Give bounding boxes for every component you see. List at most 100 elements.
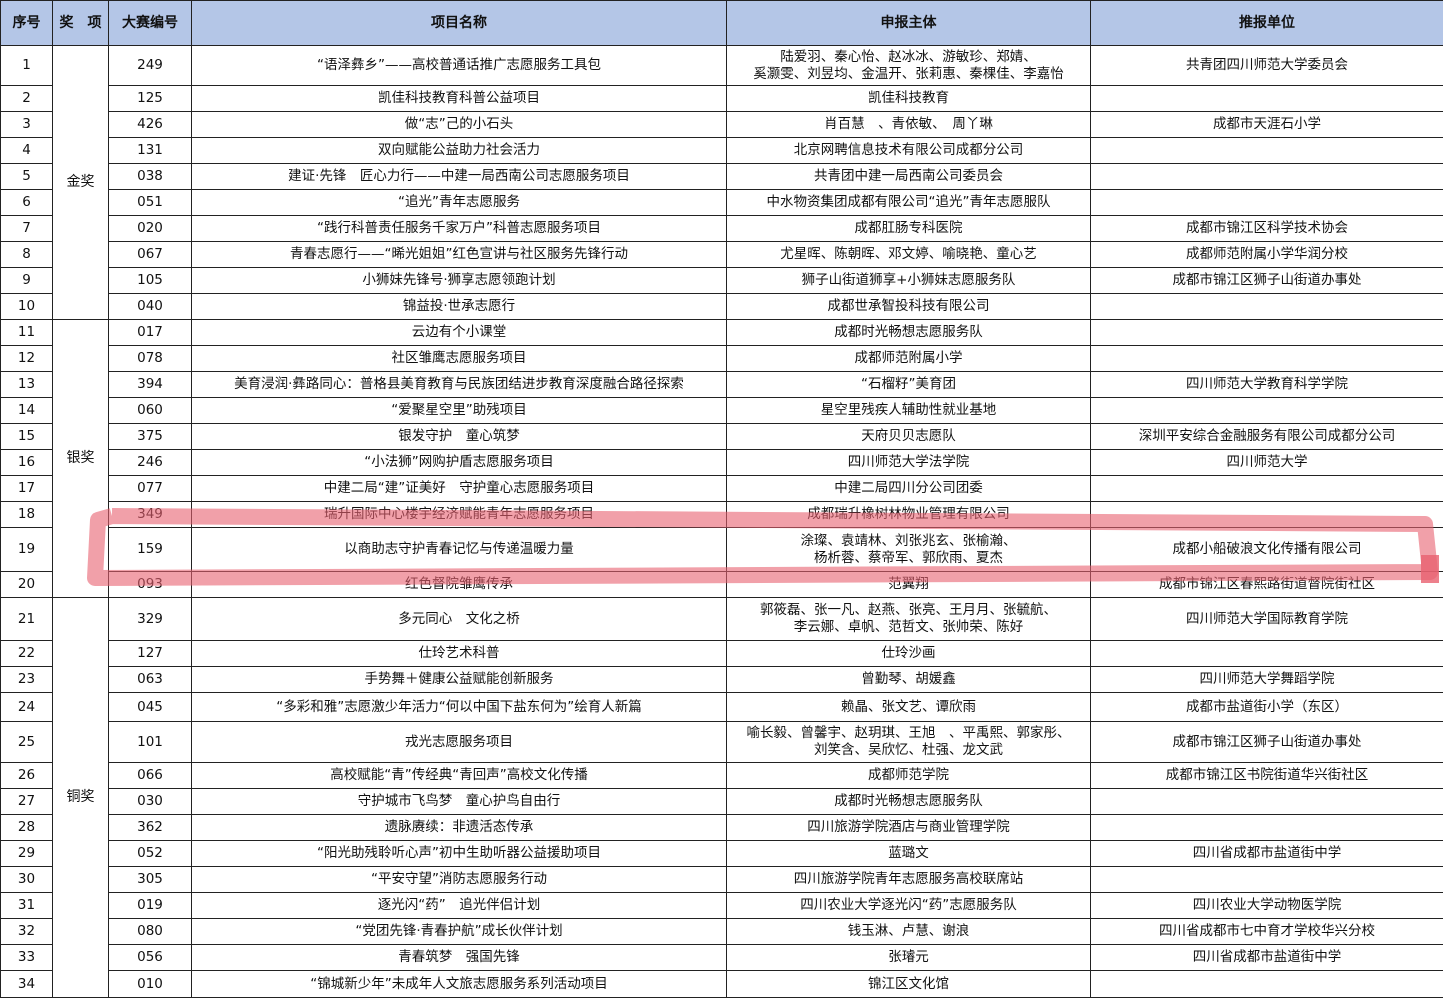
cell-project-name: 锦益投·世承志愿行 xyxy=(192,294,727,320)
header-no: 序号 xyxy=(1,1,53,46)
cell-id: 125 xyxy=(109,86,192,112)
cell-id: 362 xyxy=(109,815,192,841)
cell-no: 4 xyxy=(1,138,53,164)
cell-applicant: 中水物资集团成都有限公司“追光”青年志愿服队 xyxy=(727,190,1091,216)
cell-id: 394 xyxy=(109,372,192,398)
cell-project-name: 建证·先锋 匠心力行——中建一局西南公司志愿服务项目 xyxy=(192,164,727,190)
cell-applicant: 四川旅游学院酒店与商业管理学院 xyxy=(727,815,1091,841)
cell-no: 22 xyxy=(1,641,53,667)
cell-id: 067 xyxy=(109,242,192,268)
cell-applicant: 肖百慧 、青依敏、 周丫琳 xyxy=(727,112,1091,138)
cell-project-name: 社区雏鹰志愿服务项目 xyxy=(192,346,727,372)
cell-project-name: “平安守望”消防志愿服务行动 xyxy=(192,867,727,893)
cell-no: 26 xyxy=(1,763,53,789)
cell-id: 078 xyxy=(109,346,192,372)
cell-project-name: 云边有个小课堂 xyxy=(192,320,727,346)
cell-id: 019 xyxy=(109,893,192,919)
cell-recommender xyxy=(1091,641,1443,667)
cell-id: 051 xyxy=(109,190,192,216)
cell-applicant: 郭筱磊、张一凡、赵燕、张亮、王月月、张毓航、 李云娜、卓帆、范哲文、张帅荣、陈好 xyxy=(727,598,1091,641)
cell-applicant: 仕玲沙画 xyxy=(727,641,1091,667)
cell-no: 18 xyxy=(1,502,53,528)
cell-recommender: 成都师范附属小学华润分校 xyxy=(1091,242,1443,268)
cell-applicant: 张璿元 xyxy=(727,945,1091,971)
cell-recommender: 成都市锦江区科学技术协会 xyxy=(1091,216,1443,242)
cell-no: 8 xyxy=(1,242,53,268)
cell-applicant: “石榴籽”美育团 xyxy=(727,372,1091,398)
cell-project-name: 做“志”己的小石头 xyxy=(192,112,727,138)
cell-recommender xyxy=(1091,138,1443,164)
header-applicant: 申报主体 xyxy=(727,1,1091,46)
cell-project-name: 红色督院雏鹰传承 xyxy=(192,572,727,598)
cell-project-name: “爱聚星空里”助残项目 xyxy=(192,398,727,424)
cell-project-name: 美育浸润·彝路同心：普格县美育教育与民族团结进步教育深度融合路径探索 xyxy=(192,372,727,398)
cell-no: 9 xyxy=(1,268,53,294)
cell-no: 29 xyxy=(1,841,53,867)
cell-recommender: 四川师范大学舞蹈学院 xyxy=(1091,667,1443,693)
cell-no: 2 xyxy=(1,86,53,112)
cell-award: 金奖 xyxy=(53,46,109,320)
cell-id: 030 xyxy=(109,789,192,815)
cell-project-name: 青春志愿行——“晞光姐姐”红色宣讲与社区服务先锋行动 xyxy=(192,242,727,268)
cell-applicant: 尤星晖、陈朝晖、邓文婷、喻晓艳、童心艺 xyxy=(727,242,1091,268)
cell-project-name: 双向赋能公益助力社会活力 xyxy=(192,138,727,164)
cell-id: 077 xyxy=(109,476,192,502)
cell-applicant: 赖晶、张文艺、谭欣雨 xyxy=(727,693,1091,722)
cell-no: 24 xyxy=(1,693,53,722)
cell-project-name: 多元同心 文化之桥 xyxy=(192,598,727,641)
cell-applicant: 成都师范学院 xyxy=(727,763,1091,789)
cell-applicant: 陆爱羽、秦心怡、赵冰冰、游敏珍、郑婧、 奚灏雯、刘昱均、金温开、张莉惠、秦棵佳、… xyxy=(727,46,1091,86)
cell-no: 11 xyxy=(1,320,53,346)
cell-id: 060 xyxy=(109,398,192,424)
cell-no: 33 xyxy=(1,945,53,971)
header-row: 序号 奖 项 大赛编号 项目名称 申报主体 推报单位 xyxy=(1,1,1443,46)
cell-id: 329 xyxy=(109,598,192,641)
cell-id: 066 xyxy=(109,763,192,789)
cell-recommender xyxy=(1091,346,1443,372)
cell-id: 127 xyxy=(109,641,192,667)
cell-applicant: 中建二局四川分公司团委 xyxy=(727,476,1091,502)
cell-recommender xyxy=(1091,398,1443,424)
cell-id: 017 xyxy=(109,320,192,346)
cell-recommender xyxy=(1091,815,1443,841)
cell-project-name: 青春筑梦 强国先锋 xyxy=(192,945,727,971)
cell-recommender: 成都市锦江区书院街道华兴街社区 xyxy=(1091,763,1443,789)
cell-recommender xyxy=(1091,320,1443,346)
cell-no: 3 xyxy=(1,112,53,138)
cell-project-name: “多彩和雅”志愿激少年活力“何以中国下盐东何为”绘育人新篇 xyxy=(192,693,727,722)
cell-recommender xyxy=(1091,971,1443,998)
cell-recommender: 四川师范大学教育科学学院 xyxy=(1091,372,1443,398)
cell-id: 063 xyxy=(109,667,192,693)
cell-id: 040 xyxy=(109,294,192,320)
cell-no: 13 xyxy=(1,372,53,398)
cell-applicant: 成都瑞升橡树林物业管理有限公司 xyxy=(727,502,1091,528)
cell-no: 7 xyxy=(1,216,53,242)
cell-id: 246 xyxy=(109,450,192,476)
cell-id: 020 xyxy=(109,216,192,242)
cell-applicant: 成都师范附属小学 xyxy=(727,346,1091,372)
cell-applicant: 凯佳科技教育 xyxy=(727,86,1091,112)
cell-applicant: 钱玉淋、卢慧、谢浪 xyxy=(727,919,1091,945)
cell-recommender: 四川省成都市盐道街中学 xyxy=(1091,841,1443,867)
cell-id: 101 xyxy=(109,722,192,763)
cell-no: 20 xyxy=(1,572,53,598)
cell-project-name: 戎光志愿服务项目 xyxy=(192,722,727,763)
cell-applicant: 蓝璐文 xyxy=(727,841,1091,867)
cell-recommender xyxy=(1091,502,1443,528)
